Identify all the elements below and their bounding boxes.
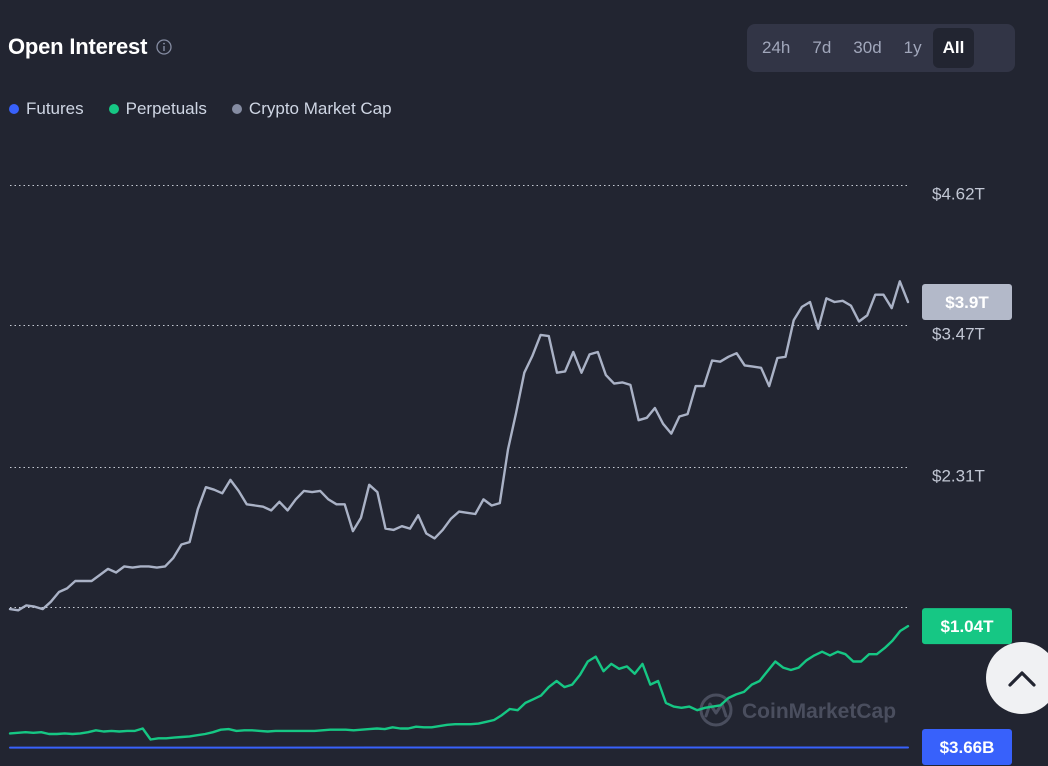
legend-label-crypto-market-cap: Crypto Market Cap — [248, 99, 392, 118]
legend-item-perpetuals[interactable]: Perpetuals — [108, 99, 207, 119]
watermark-text: CoinMarketCap — [742, 700, 896, 723]
last-value-badges: $3.9T $1.04T $3.66B — [922, 283, 1012, 765]
time-range-tabs: 24h 7d 30d 1y All — [747, 24, 1015, 72]
y-tick-label: $2.31T — [932, 467, 985, 486]
tab-24h[interactable]: 24h — [762, 38, 791, 57]
y-tick-label: $4.62T — [932, 185, 985, 204]
legend-item-futures[interactable]: Futures — [9, 99, 84, 119]
legend-dot-futures — [9, 104, 19, 114]
legend-item-crypto-market-cap[interactable]: Crypto Market Cap — [231, 99, 392, 119]
chart-title: Open Interest — [8, 34, 148, 59]
last-value-badge-perpetuals: $1.04T — [922, 608, 1012, 645]
coinmarketcap-watermark: CoinMarketCap — [699, 693, 896, 727]
badge-background — [922, 283, 1012, 320]
y-tick-label: $3.47T — [932, 325, 985, 344]
badge-value: $1.04T — [941, 617, 995, 636]
badge-background — [922, 608, 1012, 645]
tab-1y[interactable]: 1y — [903, 38, 922, 57]
y-axis-ticks: $4.62T $3.47T $2.31T — [932, 185, 985, 486]
legend-dot-crypto-market-cap — [231, 104, 242, 114]
chart-grid — [10, 185, 908, 608]
tab-30d[interactable]: 30d — [853, 38, 882, 57]
legend-dot-perpetuals — [108, 104, 119, 114]
series-line-crypto-market-cap — [8, 280, 910, 612]
tab-all[interactable]: All — [932, 28, 975, 68]
badge-background — [922, 729, 1012, 765]
series-line-perpetuals — [8, 624, 910, 741]
scroll-to-top-button[interactable] — [986, 642, 1048, 714]
chart-legend: Futures Perpetuals Crypto Market Cap — [9, 99, 417, 119]
last-value-badge-crypto-market-cap: $3.9T — [922, 283, 1012, 320]
chevron-up-icon — [1008, 671, 1036, 687]
legend-label-futures: Futures — [26, 99, 84, 118]
tab-7d[interactable]: 7d — [812, 38, 832, 57]
legend-label-perpetuals: Perpetuals — [125, 99, 207, 118]
chart-series — [8, 280, 910, 749]
last-value-badge-futures: $3.66B — [922, 729, 1012, 765]
badge-value: $3.9T — [945, 293, 989, 312]
info-icon[interactable] — [156, 39, 172, 55]
badge-value: $3.66B — [940, 738, 995, 757]
chart-header: Open Interest — [8, 34, 172, 60]
